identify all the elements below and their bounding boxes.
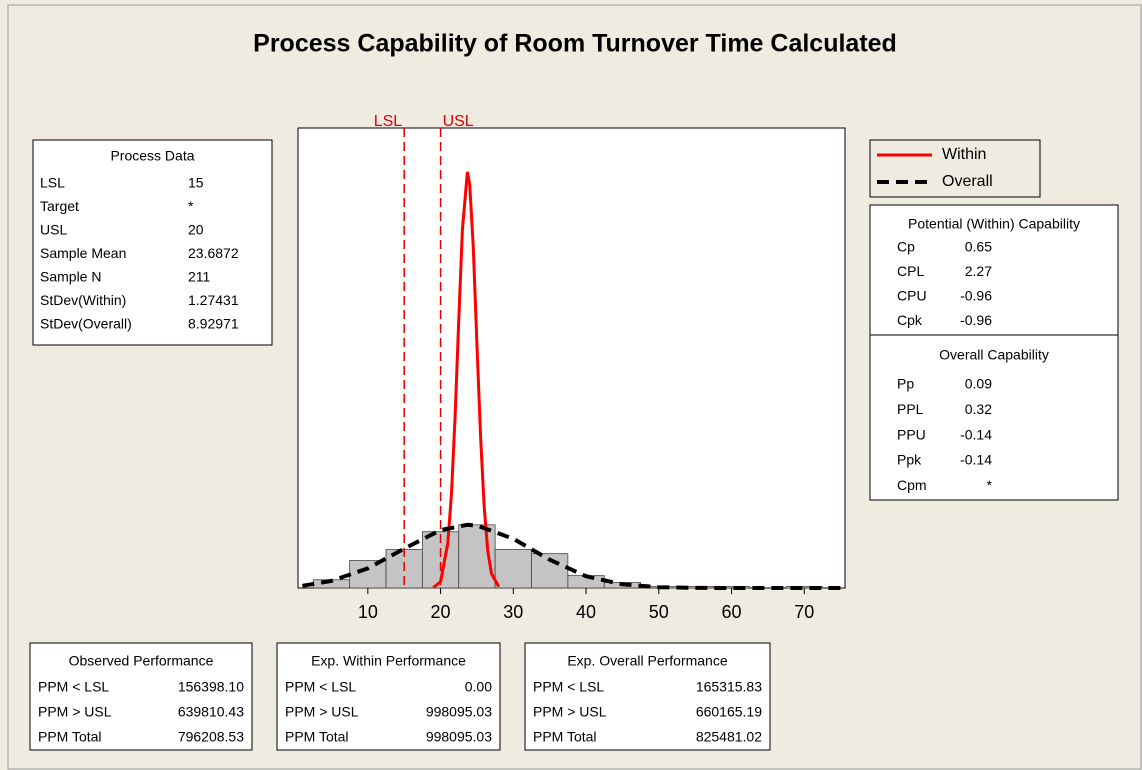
x-tick-label: 70 [794,602,814,622]
row-value: * [188,198,194,214]
row-value: 0.09 [965,376,992,392]
row-label: PPM > USL [533,704,607,720]
table-box [869,334,1119,501]
table-header: Exp. Within Performance [311,653,466,669]
row-value: 825481.02 [696,729,762,745]
frame [7,4,1142,770]
row-value: 0.32 [965,401,992,417]
row-value: 1.27431 [188,292,239,308]
row-value: 0.65 [965,239,992,255]
spec-label: LSL [374,113,403,130]
row-value: 156398.10 [178,679,244,695]
table-header: Exp. Overall Performance [567,653,727,669]
row-value: 2.27 [965,263,992,279]
row-label: StDev(Within) [40,292,126,308]
row-value: 23.6872 [188,245,239,261]
spec-label: USL [443,113,474,130]
chart-title: Process Capability of Room Turnover Time… [253,30,897,58]
table-box [32,139,273,346]
table-header: Potential (Within) Capability [908,216,1080,232]
row-label: CPL [897,263,924,279]
row-value: 660165.19 [696,704,762,720]
legend-label: Overall [942,173,993,190]
row-label: PPM Total [285,729,349,745]
row-label: PPM Total [533,729,597,745]
row-label: PPM Total [38,729,102,745]
table-box [276,642,501,751]
row-value: 15 [188,175,204,191]
row-value: 8.92971 [188,316,239,332]
row-value: -0.14 [960,452,992,468]
table-box [29,642,253,751]
row-label: Sample N [40,269,101,285]
row-value: 639810.43 [178,704,244,720]
row-value: 20 [188,222,204,238]
x-tick-label: 50 [649,602,669,622]
table-header: Observed Performance [69,653,214,669]
row-label: Cpm [897,477,927,493]
row-label: PPM < LSL [285,679,356,695]
row-label: Ppk [897,452,922,468]
curve [302,522,841,590]
row-label: PPU [897,426,926,442]
x-tick-label: 20 [431,602,451,622]
table-header: Process Data [110,148,194,164]
table-header: Overall Capability [939,347,1049,363]
x-tick-label: 10 [358,602,378,622]
row-value: 165315.83 [696,679,762,695]
row-value: * [987,477,993,493]
legend-box [869,139,1041,198]
row-label: USL [40,222,67,238]
row-label: Cpk [897,312,923,328]
row-label: Pp [897,376,914,392]
row-label: PPM < LSL [38,679,109,695]
row-value: -0.96 [960,312,992,328]
x-tick-label: 30 [503,602,523,622]
row-label: PPM > USL [285,704,359,720]
row-label: PPM < LSL [533,679,604,695]
x-tick-label: 60 [722,602,742,622]
row-label: Sample Mean [40,245,126,261]
bar [494,549,532,589]
table-box [524,642,771,751]
row-label: LSL [40,175,65,191]
table-box [869,204,1119,336]
bar [349,560,387,589]
row-label: PPM > USL [38,704,112,720]
x-tick-label: 40 [576,602,596,622]
plot-area [297,127,846,589]
row-value: -0.14 [960,426,992,442]
row-label: Target [40,198,79,214]
row-value: 211 [188,269,211,285]
row-value: 998095.03 [426,729,492,745]
row-value: 0.00 [465,679,492,695]
row-value: 796208.53 [178,729,244,745]
row-label: Cp [897,239,915,255]
row-label: PPL [897,401,924,417]
row-value: 998095.03 [426,704,492,720]
row-value: -0.96 [960,288,992,304]
legend-label: Within [942,146,986,163]
row-label: StDev(Overall) [40,316,132,332]
row-label: CPU [897,288,927,304]
